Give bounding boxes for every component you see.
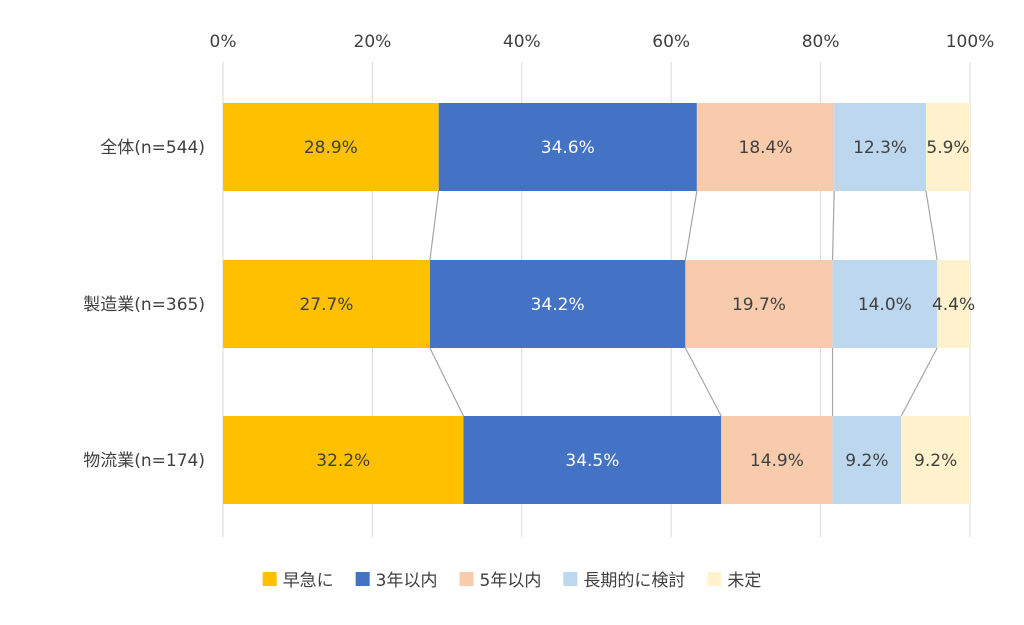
data-label: 34.2% [531, 295, 585, 315]
bar-segment [429, 260, 686, 348]
data-label: 34.5% [565, 451, 619, 471]
x-tick-label: 100% [946, 32, 995, 52]
legend-label: 未定 [727, 571, 761, 591]
bar-segment [832, 260, 938, 348]
x-tick-label: 40% [503, 32, 541, 52]
data-label: 12.3% [853, 138, 907, 158]
series-connector-line [429, 190, 440, 261]
data-label: 28.9% [304, 138, 358, 158]
bar-segment [438, 103, 697, 191]
bar-segment [223, 260, 430, 348]
bar-segment [834, 103, 926, 191]
category-label: 製造業(n=365) [83, 295, 205, 315]
series-connector-line [429, 347, 465, 417]
data-label: 27.7% [299, 295, 353, 315]
legend-label: 早急に [283, 571, 334, 591]
bar-segment [696, 103, 835, 191]
legend-swatch [459, 572, 474, 586]
bar-segment [832, 416, 902, 504]
category-label: 全体(n=544) [100, 138, 205, 158]
bar-segment [721, 416, 833, 504]
bar-segment [463, 416, 722, 504]
bar-segment [937, 260, 970, 348]
category-label: 物流業(n=174) [83, 451, 205, 471]
data-label: 5.9% [926, 138, 969, 158]
legend-label: 5年以内 [480, 571, 542, 591]
bar-segment [925, 103, 970, 191]
data-label: 32.2% [316, 451, 370, 471]
data-label: 9.2% [845, 451, 888, 471]
bar-segment [685, 260, 833, 348]
bar-segment [901, 416, 970, 504]
legend-swatch [262, 572, 277, 586]
data-label: 4.4% [932, 295, 975, 315]
series-connector-line [925, 190, 938, 261]
x-tick-label: 0% [210, 32, 237, 52]
data-label: 9.2% [914, 451, 957, 471]
data-label: 34.6% [541, 138, 595, 158]
bar-segment [223, 103, 439, 191]
x-tick-label: 80% [802, 32, 840, 52]
legend-swatch [707, 572, 722, 586]
x-tick-label: 60% [652, 32, 690, 52]
bar-segment [223, 416, 464, 504]
legend-label: 3年以内 [376, 571, 438, 591]
series-connector-line [684, 190, 698, 261]
legend-label: 長期的に検討 [583, 571, 685, 591]
series-connector-line [900, 347, 938, 417]
x-tick-label: 20% [354, 32, 392, 52]
data-label: 14.9% [750, 451, 804, 471]
legend-swatch [563, 572, 578, 586]
series-connector-line [831, 190, 835, 261]
legend-swatch [355, 572, 370, 586]
data-label: 14.0% [858, 295, 912, 315]
data-label: 18.4% [739, 138, 793, 158]
series-connector-line [684, 347, 722, 417]
data-label: 19.7% [732, 295, 786, 315]
